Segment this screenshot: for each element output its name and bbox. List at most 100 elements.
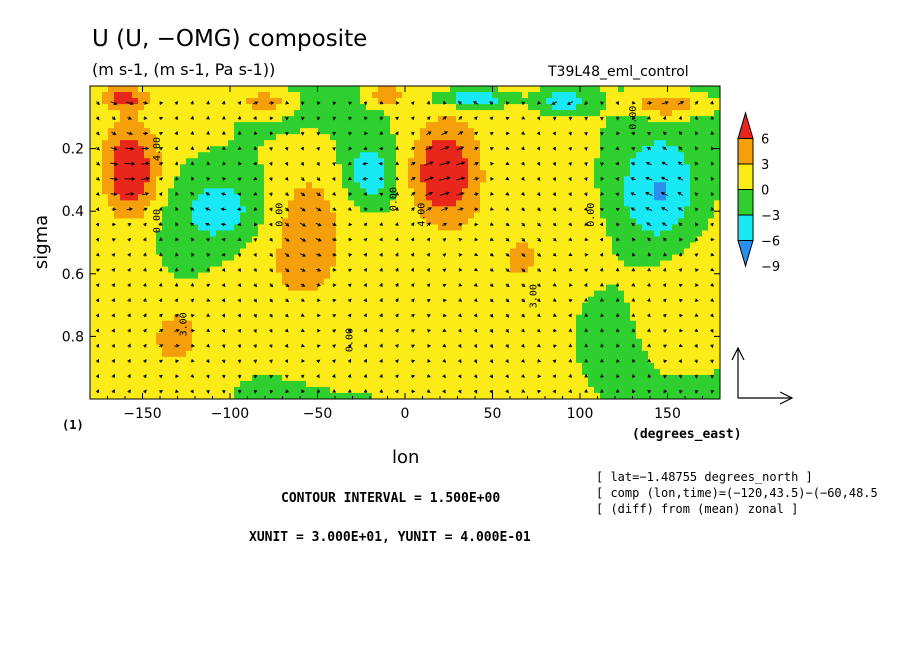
field-cell <box>354 122 361 129</box>
field-cell <box>348 152 355 159</box>
field-cell <box>672 176 679 183</box>
field-cell <box>138 314 145 322</box>
field-cell <box>624 326 631 334</box>
field-cell <box>90 146 97 153</box>
field-cell <box>228 296 235 304</box>
field-cell <box>468 92 475 99</box>
field-cell <box>510 122 517 129</box>
field-cell <box>276 266 283 274</box>
field-cell <box>90 338 97 346</box>
field-cell <box>402 98 409 105</box>
field-cell <box>300 128 307 135</box>
field-cell <box>546 356 553 364</box>
field-cell <box>432 338 439 346</box>
field-cell <box>168 212 175 220</box>
field-cell <box>408 230 415 238</box>
field-cell <box>216 128 223 135</box>
field-cell <box>636 344 643 352</box>
field-cell <box>264 332 271 340</box>
field-cell <box>618 182 625 189</box>
field-cell <box>522 158 529 165</box>
field-cell <box>192 284 199 292</box>
field-cell <box>630 278 637 286</box>
field-cell <box>372 104 379 111</box>
field-cell <box>222 296 229 304</box>
field-cell <box>666 122 673 129</box>
field-cell <box>408 134 415 141</box>
field-cell <box>612 128 619 135</box>
field-cell <box>324 116 331 123</box>
field-cell <box>156 134 163 141</box>
field-cell <box>414 308 421 316</box>
field-cell <box>318 332 325 340</box>
field-cell <box>90 134 97 141</box>
field-cell <box>450 236 457 244</box>
field-cell <box>270 314 277 322</box>
field-cell <box>696 350 703 358</box>
field-cell <box>96 158 103 165</box>
field-cell <box>276 338 283 346</box>
field-cell <box>162 230 169 238</box>
field-cell <box>132 128 139 135</box>
field-cell <box>174 230 181 238</box>
field-cell <box>240 248 247 256</box>
field-cell <box>216 188 223 195</box>
field-cell <box>588 284 595 292</box>
field-cell <box>648 284 655 292</box>
field-cell <box>414 194 421 201</box>
field-cell <box>636 188 643 195</box>
field-cell <box>546 218 553 226</box>
field-cell <box>234 350 241 358</box>
field-cell <box>612 272 619 280</box>
field-cell <box>294 164 301 171</box>
field-cell <box>234 140 241 147</box>
field-cell <box>420 242 427 250</box>
field-cell <box>552 332 559 340</box>
field-cell <box>192 260 199 268</box>
field-cell <box>708 98 715 105</box>
field-cell <box>204 272 211 280</box>
field-cell <box>330 308 337 316</box>
field-cell <box>372 98 379 105</box>
field-cell <box>216 278 223 286</box>
field-cell <box>138 146 145 153</box>
field-cell <box>240 146 247 153</box>
field-cell <box>600 242 607 250</box>
field-cell <box>318 92 325 99</box>
field-cell <box>570 308 577 316</box>
field-cell <box>132 362 139 370</box>
field-cell <box>288 194 295 201</box>
field-cell <box>96 260 103 268</box>
field-cell <box>384 188 391 195</box>
field-cell <box>666 200 673 207</box>
field-cell <box>186 164 193 171</box>
field-cell <box>132 146 139 153</box>
field-cell <box>372 332 379 340</box>
field-cell <box>630 164 637 171</box>
field-cell <box>660 182 667 189</box>
field-cell <box>270 218 277 226</box>
field-cell <box>534 260 541 268</box>
field-cell <box>318 314 325 322</box>
field-cell <box>714 278 720 286</box>
field-cell <box>222 248 229 256</box>
field-cell <box>396 104 403 111</box>
field-cell <box>168 326 175 334</box>
field-cell <box>444 242 451 250</box>
field-cell <box>96 98 103 105</box>
field-cell <box>708 230 715 238</box>
field-cell <box>372 176 379 183</box>
field-cell <box>546 284 553 292</box>
field-cell <box>108 170 115 177</box>
field-cell <box>360 362 367 370</box>
field-cell <box>204 368 211 376</box>
field-cell <box>138 110 145 117</box>
field-cell <box>624 302 631 310</box>
field-cell <box>570 140 577 147</box>
field-cell <box>666 98 673 105</box>
field-cell <box>306 140 313 147</box>
field-cell <box>354 278 361 286</box>
field-cell <box>348 242 355 250</box>
field-cell <box>678 290 685 298</box>
field-cell <box>270 182 277 189</box>
